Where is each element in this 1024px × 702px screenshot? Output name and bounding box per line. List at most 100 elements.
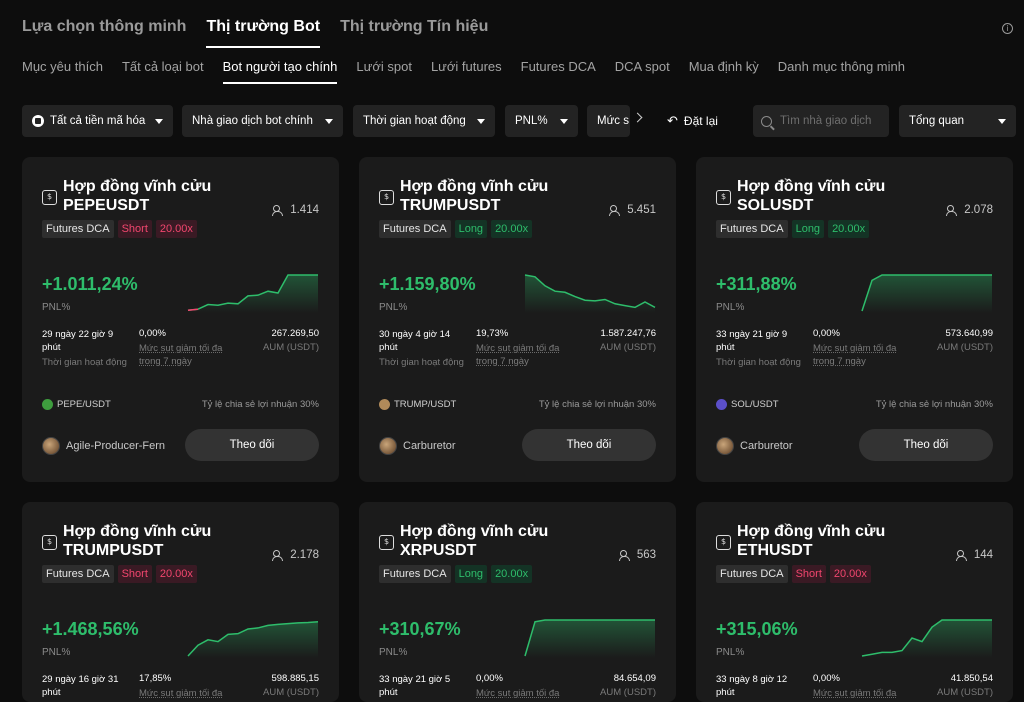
bot-tags: Futures DCA Long 20.00x: [716, 220, 870, 238]
drawdown-label[interactable]: Mức sụt giảm tối đa trong 7 ngày: [139, 343, 223, 367]
strategy-badge: Futures DCA: [42, 565, 114, 583]
creator[interactable]: Carburetor: [716, 437, 793, 455]
follower-count: 1.414: [272, 204, 319, 216]
follow-button[interactable]: Theo dõi: [522, 429, 656, 461]
overview-dropdown[interactable]: Tổng quan: [899, 105, 1016, 137]
subtab-smart-portfolio[interactable]: Danh mục thông minh: [777, 59, 905, 74]
aum-label: AUM (USDT): [263, 342, 319, 353]
card-title: Hợp đồng vĩnh cửu PEPEUSDT: [63, 177, 211, 215]
level-filter-label: Mức s: [597, 115, 629, 127]
info-icon[interactable]: i: [1002, 23, 1013, 34]
users-icon: [946, 205, 959, 216]
chevron-down-icon: [560, 119, 568, 124]
aum-label: AUM (USDT): [600, 687, 656, 698]
card-header: $ Hợp đồng vĩnh cửu PEPEUSDT: [42, 177, 211, 215]
follower-count: 2.178: [272, 549, 319, 561]
contract-icon: $: [716, 190, 731, 205]
profit-share-ratio: Tỷ lệ chia sẻ lợi nhuận 30%: [538, 399, 656, 410]
sparkline-line: [524, 619, 655, 657]
creator-name: Agile-Producer-Fern: [66, 440, 166, 452]
aum-value: 41.850,54: [950, 673, 993, 684]
users-icon: [272, 550, 285, 561]
bot-card[interactable]: $ Hợp đồng vĩnh cửu ETHUSDT 144 Futures DCA S…: [696, 502, 1013, 702]
subtab-spot-dca[interactable]: DCA spot: [614, 59, 670, 74]
direction-badge: Long: [454, 220, 488, 238]
pnl-sparkline: [861, 619, 992, 658]
bot-card[interactable]: $ Hợp đồng vĩnh cửu XRPUSDT 563 Futures DCA L…: [359, 502, 676, 702]
level-dropdown[interactable]: Mức s: [587, 105, 630, 137]
chevron-down-icon: [477, 119, 485, 124]
runtime-label: Thời gian hoạt động: [716, 357, 801, 368]
bot-card[interactable]: $ Hợp đồng vĩnh cửu SOLUSDT 2.078 Futures DC…: [696, 157, 1013, 482]
leverage-badge: 20.00x: [155, 220, 197, 238]
pnl-label: PNL%: [42, 302, 71, 313]
runtime-label: Thời gian hoạt động: [363, 115, 466, 127]
contract-icon: $: [379, 190, 394, 205]
subtab-all-bots[interactable]: Tất cả loại bot: [121, 59, 204, 74]
drawdown-label[interactable]: Mức sụt giảm tối đa trong 7 ngày: [139, 688, 223, 702]
card-title: Hợp đồng vĩnh cửu XRPUSDT: [400, 522, 548, 560]
drawdown-label[interactable]: Mức sụt giảm tối đa trong 7 ngày: [476, 343, 560, 367]
follow-button[interactable]: Theo dõi: [859, 429, 993, 461]
all-coins-dropdown[interactable]: Tất cả tiền mã hóa: [22, 105, 173, 137]
bot-card[interactable]: $ Hợp đồng vĩnh cửu PEPEUSDT 1.414 Futures D…: [22, 157, 339, 482]
runtime-dropdown[interactable]: Thời gian hoạt động: [353, 105, 495, 137]
sparkline-line: [861, 619, 992, 657]
contract-icon: $: [716, 535, 731, 550]
sparkline-area: [525, 620, 655, 658]
chevron-right-icon[interactable]: [632, 112, 643, 123]
sparkline-line: [861, 274, 992, 312]
symbol: PEPEUSDT: [63, 197, 150, 214]
pnl-value: +311,88%: [716, 274, 797, 294]
all-coins-label: Tất cả tiền mã hóa: [50, 115, 146, 127]
runtime-value: 29 ngày 16 giờ 31 phút: [42, 674, 119, 698]
runtime-value: 33 ngày 8 giờ 12 phút: [716, 674, 788, 698]
sparkline-area: [525, 275, 655, 313]
contract-type: Hợp đồng vĩnh cửu: [737, 523, 886, 540]
follower-count-value: 2.078: [964, 204, 993, 216]
trading-pair-label: TRUMP/USDT: [394, 399, 457, 410]
main-trader-dropdown[interactable]: Nhà giao dịch bot chính: [182, 105, 343, 137]
subtab-recurring-buy[interactable]: Mua định kỳ: [688, 59, 759, 74]
follow-button[interactable]: Theo dõi: [185, 429, 319, 461]
reset-button[interactable]: ↶ Đặt lại: [667, 105, 718, 137]
aum-value: 1.587.247,76: [600, 328, 656, 339]
bot-card[interactable]: $ Hợp đồng vĩnh cửu TRUMPUSDT 2.178 Futures …: [22, 502, 339, 702]
card-header: $ Hợp đồng vĩnh cửu ETHUSDT: [716, 522, 885, 560]
pnl-dropdown[interactable]: PNL%: [505, 105, 578, 137]
users-icon: [955, 550, 969, 561]
coin-icon: [32, 115, 44, 127]
subtab-favorites[interactable]: Mục yêu thích: [22, 59, 103, 74]
bot-tags: Futures DCA Long 20.00x: [379, 565, 533, 583]
creator[interactable]: Carburetor: [379, 437, 456, 455]
subtab-main-creator-bots[interactable]: Bot người tạo chính: [222, 59, 338, 84]
pnl-value: +315,06%: [716, 619, 798, 639]
follower-count-value: 5.451: [627, 204, 656, 216]
follower-count-value: 1.414: [290, 204, 319, 216]
subtab-futures-grid[interactable]: Lưới futures: [430, 59, 502, 74]
tab-signal-market[interactable]: Thị trường Tín hiệu: [340, 18, 489, 35]
contract-type: Hợp đồng vĩnh cửu: [63, 178, 212, 195]
bot-tags: Futures DCA Short 20.00x: [42, 220, 197, 238]
drawdown-value: 19,73%: [476, 328, 509, 339]
follower-count-value: 144: [973, 549, 993, 561]
sparkline-area: [188, 621, 318, 658]
subtab-futures-dca[interactable]: Futures DCA: [520, 59, 596, 74]
leverage-badge: 20.00x: [491, 565, 533, 583]
aum-label: AUM (USDT): [937, 687, 993, 698]
symbol: ETHUSDT: [737, 542, 813, 559]
leverage-badge: 20.00x: [491, 220, 533, 238]
drawdown-label[interactable]: Mức sụt giảm tối đa trong 7 ngày: [813, 343, 897, 367]
drawdown-label[interactable]: Mức sụt giảm tối đa trong 7 ngày: [476, 688, 560, 702]
runtime-value: 33 ngày 21 giờ 5 phút: [379, 674, 451, 698]
search-input[interactable]: [780, 115, 885, 127]
creator[interactable]: Agile-Producer-Fern: [42, 437, 165, 455]
drawdown-label[interactable]: Mức sụt giảm tối đa trong 7 ngày: [813, 688, 897, 702]
subtab-spot-grid[interactable]: Lưới spot: [356, 59, 412, 74]
bot-card[interactable]: $ Hợp đồng vĩnh cửu TRUMPUSDT 5.451 Futures …: [359, 157, 676, 482]
tab-bot-market[interactable]: Thị trường Bot: [206, 18, 321, 48]
aum-label: AUM (USDT): [263, 687, 319, 698]
contract-type: Hợp đồng vĩnh cửu: [737, 178, 886, 195]
direction-badge: Short: [117, 565, 152, 583]
tab-smart-picks[interactable]: Lựa chọn thông minh: [22, 18, 187, 35]
